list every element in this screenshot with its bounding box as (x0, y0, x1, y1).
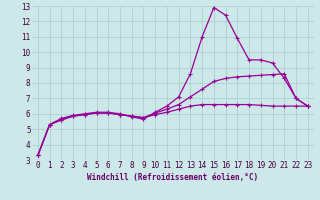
X-axis label: Windchill (Refroidissement éolien,°C): Windchill (Refroidissement éolien,°C) (87, 173, 258, 182)
